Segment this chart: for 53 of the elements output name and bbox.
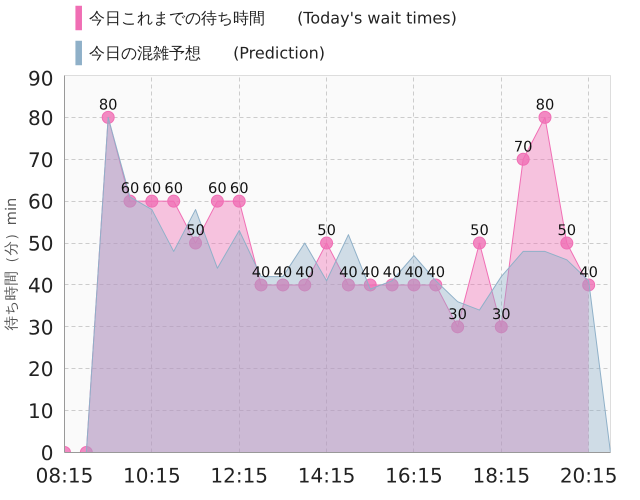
legend-label: 今日これまでの待ち時間 (Today's wait times): [89, 8, 457, 28]
y-tick-label: 90: [28, 66, 54, 90]
point: [516, 152, 530, 166]
y-tick-label: 40: [28, 273, 54, 298]
point: [189, 236, 202, 250]
x-tick-label: 18:15: [472, 464, 530, 488]
data-label: 40: [404, 264, 424, 281]
x-tick-label: 12:15: [210, 464, 268, 488]
data-label: 40: [295, 264, 314, 281]
y-tick-label: 10: [28, 399, 54, 424]
x-tick-label: 16:15: [385, 464, 443, 488]
y-axis-title: 待ち時間（分）min: [3, 198, 20, 330]
point: [538, 110, 552, 124]
point: [560, 236, 574, 250]
point: [494, 320, 508, 334]
x-tick-label: 14:15: [298, 464, 356, 488]
x-tick-label: 20:15: [560, 464, 618, 488]
data-label: 60: [164, 180, 184, 198]
point: [232, 194, 246, 208]
data-label: 60: [230, 180, 249, 198]
legend-label: 今日の混雑予想 (Prediction): [89, 44, 326, 62]
data-label: 50: [317, 222, 336, 240]
point: [429, 278, 442, 292]
y-tick-label: 60: [28, 190, 54, 214]
y-tick-label: 0: [40, 441, 54, 465]
point: [451, 320, 464, 334]
point: [298, 278, 312, 292]
data-label: 40: [252, 264, 270, 281]
data-label: 50: [470, 222, 489, 240]
x-tick-label: 10:15: [123, 464, 181, 488]
data-label: 50: [186, 222, 205, 240]
data-label: 60: [208, 180, 227, 198]
data-label: 30: [492, 306, 511, 323]
point: [167, 194, 180, 208]
data-label: 60: [142, 180, 162, 198]
data-label: 40: [426, 264, 446, 281]
data-label: 60: [120, 180, 140, 198]
point: [472, 236, 486, 250]
y-tick-label: 80: [28, 106, 54, 130]
data-label: 40: [382, 264, 402, 281]
data-label: 40: [579, 264, 598, 281]
data-label: 40: [339, 264, 358, 281]
y-tick-label: 30: [28, 315, 54, 340]
data-label: 80: [98, 96, 118, 114]
data-label: 80: [536, 96, 554, 114]
data-label: 40: [274, 264, 292, 281]
data-label: 40: [360, 264, 380, 281]
y-tick-label: 20: [28, 357, 54, 382]
point: [320, 236, 334, 250]
x-tick-label: 08:15: [36, 464, 94, 488]
y-tick-label: 70: [28, 148, 54, 172]
y-tick-label: 50: [28, 232, 54, 256]
data-label: 30: [448, 306, 467, 323]
